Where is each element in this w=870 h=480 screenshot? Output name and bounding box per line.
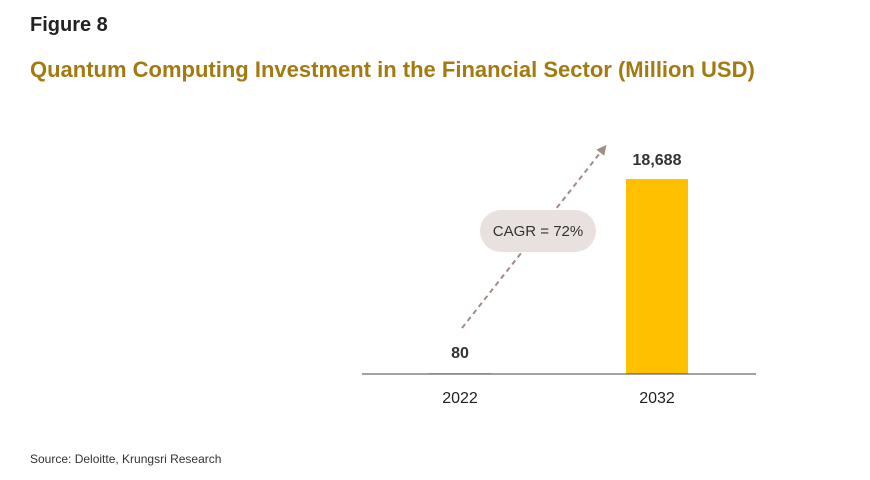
- cagr-callout: [480, 210, 596, 252]
- figure-label: Figure 8: [30, 14, 108, 36]
- x-tick-label-2022: 2022: [442, 390, 478, 407]
- bar-2032: [626, 179, 688, 374]
- x-tick-label-2032: 2032: [639, 390, 675, 407]
- data-label-2032: 18,688: [633, 152, 682, 169]
- data-label-2022: 80: [451, 345, 469, 362]
- source-note: Source: Deloitte, Krungsri Research: [30, 452, 222, 466]
- chart-title: Quantum Computing Investment in the Fina…: [30, 57, 755, 82]
- growth-arrow: [461, 144, 607, 329]
- cagr-label: CAGR = 72%: [493, 223, 583, 240]
